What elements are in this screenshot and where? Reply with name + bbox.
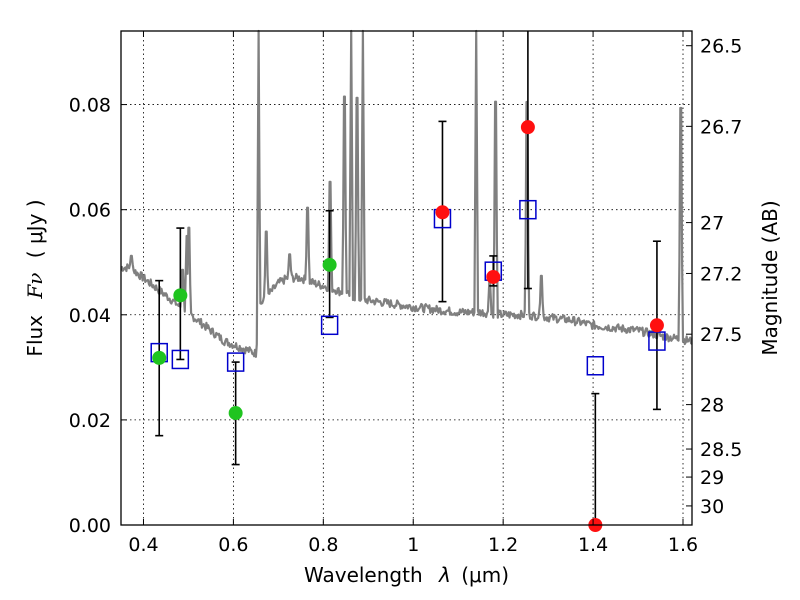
model-square <box>519 199 537 220</box>
y-tick-label: 0.02 <box>69 410 111 432</box>
nir-data-point <box>649 318 664 333</box>
nir-data-point <box>520 120 535 135</box>
optical-data-point <box>322 257 337 272</box>
x-tick-label: 1.6 <box>668 534 698 556</box>
nir-data-point <box>435 205 450 220</box>
grid <box>121 31 692 526</box>
y2-tick-label: 27.2 <box>700 263 742 285</box>
x-tick-label: 1.4 <box>578 534 608 556</box>
y2-axis-label: Magnitude (AB) <box>758 200 782 355</box>
y2-tick-label: 26.7 <box>700 116 742 138</box>
model-square <box>320 315 339 336</box>
y2-tick-label: 26.5 <box>700 36 742 58</box>
y-axis-label-text: Flux <box>23 315 47 357</box>
y-axis-label-unit: ( μJy ) <box>23 199 47 258</box>
x-axis-label: Wavelength λ (μm) <box>304 563 509 587</box>
optical-data-point <box>228 406 243 421</box>
spectrum-line <box>120 29 693 358</box>
x-tick-label: 0.4 <box>128 534 158 556</box>
plot-frame <box>120 30 693 526</box>
y-tick-label: 0.04 <box>69 305 111 327</box>
x-axis-label-symbol: λ <box>438 563 451 587</box>
spectrum-layer <box>120 29 693 358</box>
x-tick-label: 1.2 <box>488 534 518 556</box>
y2-tick-label: 30 <box>700 496 724 518</box>
y-axis-label-symbol: Fν <box>23 273 47 300</box>
y-axis-label: Flux Fν ( μJy ) <box>23 199 47 356</box>
errorbar-layer <box>155 31 661 525</box>
y-tick-label: 0.06 <box>69 200 111 222</box>
x-axis-label-unit: (μm) <box>461 563 509 587</box>
y2-tick-label: 28.5 <box>700 439 742 461</box>
x-axis-label-text: Wavelength <box>304 563 423 587</box>
x-tick-label: 0.8 <box>308 534 338 556</box>
y2-tick-label: 27.5 <box>700 324 742 346</box>
model-square <box>171 349 190 370</box>
x-tick-label: 0.6 <box>218 534 248 556</box>
optical-data-point <box>152 350 167 365</box>
axis-ticks: 0.4 0.6 0.8 1 1.2 1.4 1.6 0.00 0.02 0.04 0.06 0.08 2… <box>69 31 742 556</box>
model-square <box>226 352 245 372</box>
y-tick-label: 0.00 <box>69 515 111 537</box>
x-tick-label: 1 <box>407 534 419 556</box>
nir-data-point <box>486 269 501 284</box>
optical-data-point <box>173 288 188 303</box>
y2-tick-label: 27 <box>700 213 724 235</box>
model-square <box>586 356 605 376</box>
y-tick-label: 0.08 <box>69 95 111 117</box>
y2-tick-label: 28 <box>700 395 724 417</box>
y2-tick-label: 29 <box>700 467 724 489</box>
marker-layer <box>150 120 666 532</box>
